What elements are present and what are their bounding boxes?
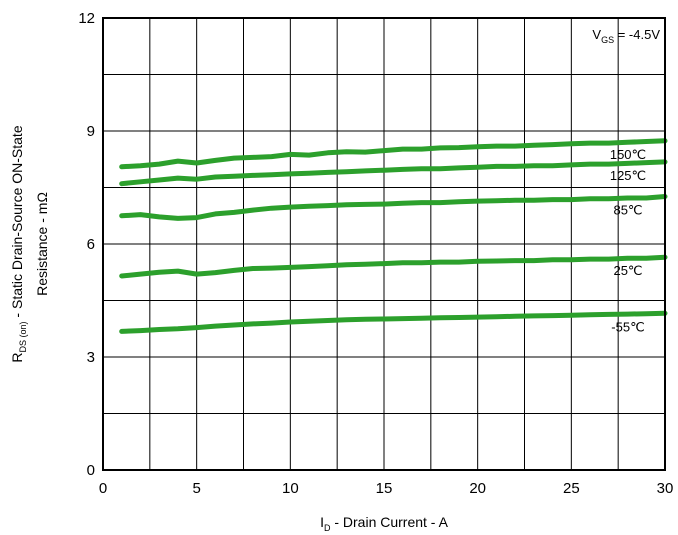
y-tick-label: 0 bbox=[87, 462, 95, 479]
ylabel-rest: - Static Drain-Source ON-State bbox=[9, 125, 25, 321]
tick-labels: 0 5 10 15 20 25 30 0 3 6 9 12 bbox=[78, 10, 673, 497]
vgs-rest: = -4.5V bbox=[614, 27, 660, 42]
series-line bbox=[119, 138, 668, 170]
series-label: -55℃ bbox=[611, 319, 644, 334]
x-tick-label: 25 bbox=[563, 480, 580, 497]
series-labels: 150℃ 125℃ 85℃ 25℃ -55℃ bbox=[610, 147, 646, 335]
series-label: 25℃ bbox=[613, 263, 642, 278]
x-tick-label: 20 bbox=[469, 480, 486, 497]
series-line bbox=[119, 159, 668, 187]
x-tick-label: 5 bbox=[192, 480, 200, 497]
y-axis-label: RDS (on) - Static Drain-Source ON-State … bbox=[9, 125, 50, 362]
y-tick-label: 12 bbox=[78, 10, 95, 27]
x-tick-label: 10 bbox=[282, 480, 299, 497]
xlabel-rest: - Drain Current - A bbox=[330, 514, 448, 530]
series-label: 85℃ bbox=[613, 203, 642, 218]
series-line bbox=[119, 254, 668, 279]
vgs-annotation: VGS = -4.5V bbox=[592, 27, 660, 45]
vgs-main: V bbox=[592, 27, 601, 42]
series-line bbox=[119, 194, 668, 221]
plot-frame bbox=[102, 17, 666, 471]
xlabel-main: I bbox=[320, 514, 324, 530]
series-line bbox=[119, 310, 668, 334]
y-axis-label-line2: Resistance - mΩ bbox=[34, 192, 50, 296]
x-tick-label: 15 bbox=[376, 480, 393, 497]
y-axis-label-line1: RDS (on) - Static Drain-Source ON-State bbox=[9, 125, 28, 362]
ylabel-main: R bbox=[9, 352, 25, 362]
y-tick-label: 9 bbox=[87, 123, 95, 140]
series-label: 150℃ bbox=[610, 147, 646, 162]
series-label: 125℃ bbox=[610, 168, 646, 183]
vgs-sub: GS bbox=[601, 35, 614, 45]
xlabel-sub: D bbox=[324, 523, 331, 533]
y-tick-label: 6 bbox=[87, 236, 95, 253]
x-tick-label: 0 bbox=[99, 480, 107, 497]
series-lines bbox=[119, 138, 668, 334]
x-tick-label: 30 bbox=[657, 480, 674, 497]
y-tick-label: 3 bbox=[87, 349, 95, 366]
grid bbox=[103, 18, 665, 470]
ylabel-sub: DS (on) bbox=[18, 321, 28, 352]
x-axis-label: ID - Drain Current - A bbox=[320, 514, 449, 533]
